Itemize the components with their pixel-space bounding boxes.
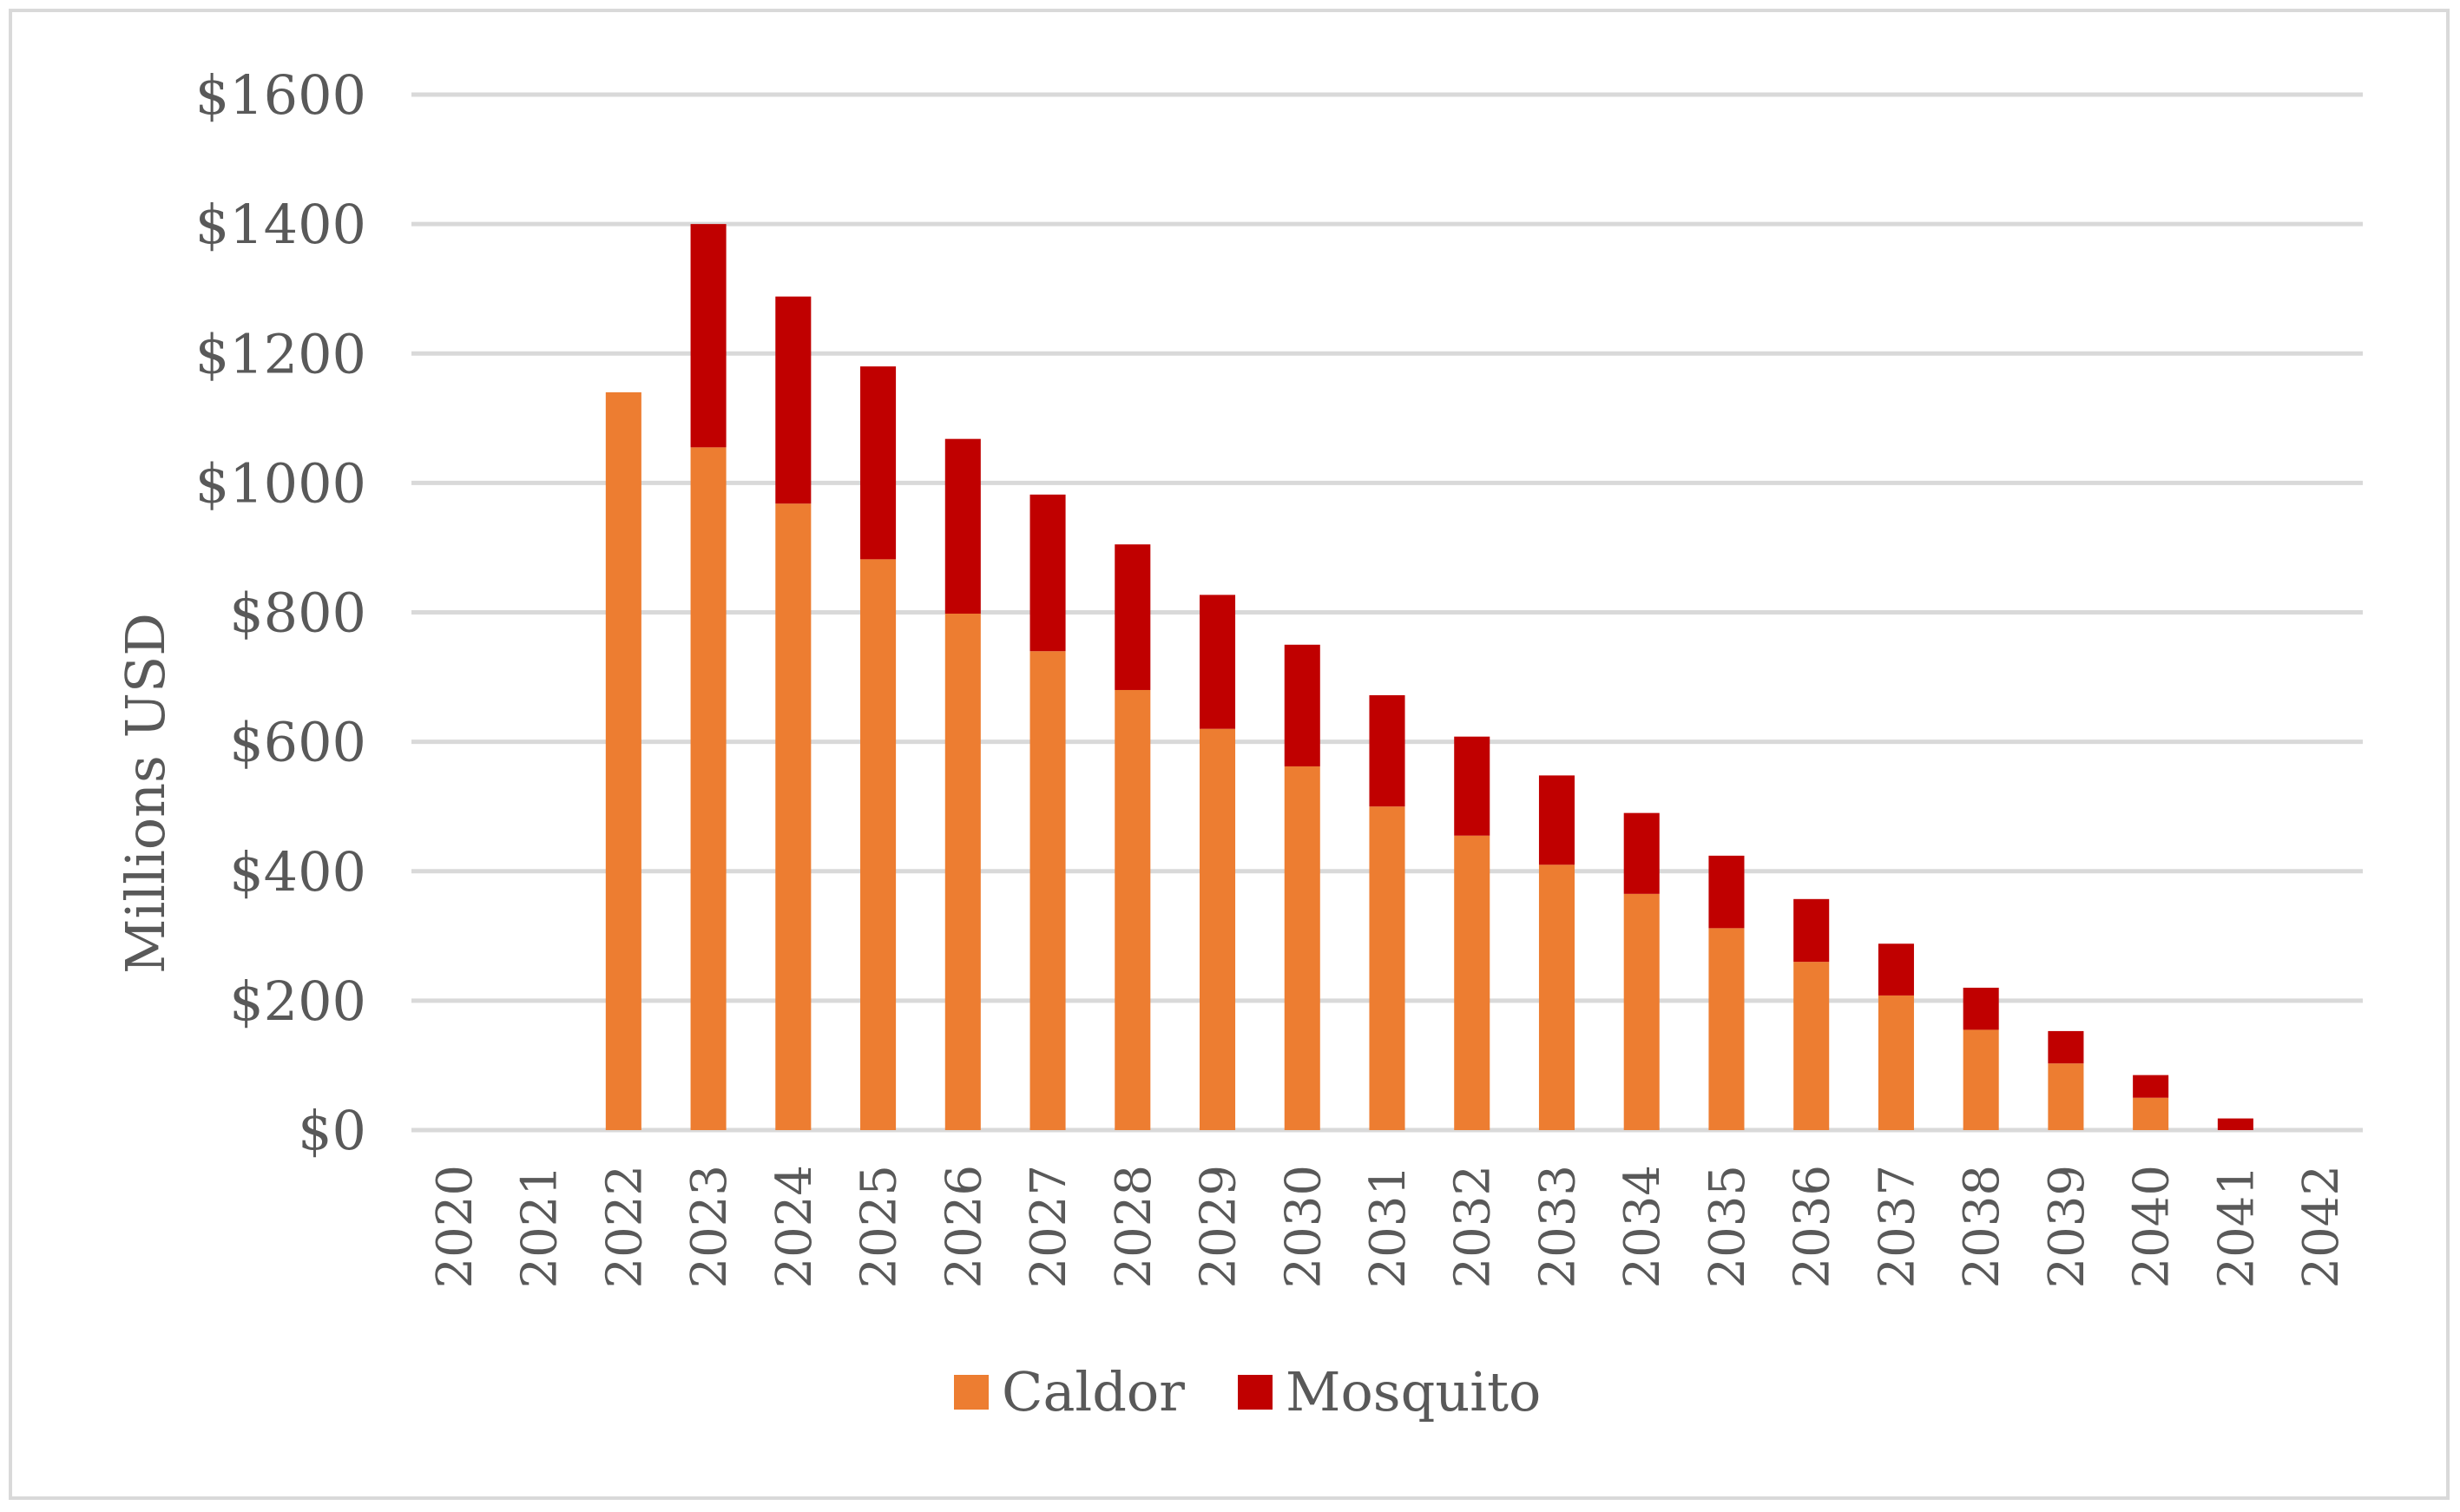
bar-mosquito-2037 (1878, 943, 1914, 996)
stacked-bar-chart: $0 $200 $400 $600 $800 $1000 $1200 $1400 $1600 2… (114, 63, 2363, 1423)
bar-mosquito-2028 (1115, 544, 1151, 690)
x-tick-label: 2039 (2039, 1165, 2095, 1289)
bar-caldor-2024 (775, 503, 812, 1130)
bars (605, 224, 2253, 1130)
y-tick-label: $0 (298, 1099, 366, 1162)
bar-mosquito-2034 (1623, 812, 1660, 894)
bar-caldor-2029 (1199, 728, 1236, 1130)
bar-caldor-2040 (2133, 1097, 2169, 1130)
x-tick-label: 2033 (1529, 1165, 1586, 1289)
x-tick-label: 2025 (852, 1165, 908, 1289)
bar-caldor-2038 (1963, 1029, 1999, 1130)
x-tick-label: 2037 (1869, 1165, 1925, 1289)
x-tick-label: 2040 (2124, 1165, 2180, 1289)
x-tick-label: 2030 (1275, 1165, 1332, 1289)
bar-caldor-2022 (605, 391, 641, 1130)
x-tick-label: 2034 (1615, 1165, 1671, 1289)
bar-mosquito-2026 (944, 438, 981, 614)
bar-mosquito-2023 (690, 224, 727, 448)
x-tick-label: 2038 (1954, 1165, 2010, 1289)
x-tick-label: 2026 (936, 1165, 992, 1289)
bar-caldor-2031 (1369, 806, 1405, 1130)
y-tick-label: $800 (229, 582, 366, 645)
legend-label-caldor: Caldor (1002, 1360, 1185, 1423)
bar-mosquito-2040 (2133, 1075, 2169, 1098)
x-tick-label: 2032 (1445, 1165, 1502, 1289)
x-tick-label: 2031 (1360, 1165, 1417, 1289)
x-tick-label: 2036 (1785, 1165, 1841, 1289)
bar-mosquito-2035 (1708, 855, 1745, 929)
bar-caldor-2037 (1878, 995, 1914, 1130)
x-tick-label: 2041 (2208, 1165, 2265, 1289)
x-axis-ticks: 2020 2021 2022 2023 2024 2025 2026 2027 2028 2029… (427, 1165, 2350, 1289)
y-tick-label: $1200 (195, 322, 366, 385)
bar-mosquito-2032 (1454, 736, 1490, 836)
bar-mosquito-2030 (1284, 644, 1320, 766)
x-tick-label: 2029 (1191, 1165, 1247, 1289)
bar-mosquito-2039 (2048, 1030, 2084, 1064)
x-tick-label: 2021 (512, 1165, 569, 1289)
chart-frame: $0 $200 $400 $600 $800 $1000 $1200 $1400 $1600 2… (9, 9, 2450, 1500)
y-tick-label: $200 (229, 970, 366, 1033)
y-tick-label: $400 (229, 840, 366, 904)
bar-caldor-2023 (690, 447, 727, 1130)
bar-caldor-2034 (1623, 893, 1660, 1130)
y-axis-ticks: $0 $200 $400 $600 $800 $1000 $1200 $1400 $1600 (195, 63, 366, 1162)
legend: Caldor Mosquito (954, 1360, 1541, 1423)
bar-caldor-2026 (944, 613, 981, 1130)
legend-swatch-mosquito (1238, 1375, 1273, 1410)
bar-caldor-2025 (860, 559, 897, 1130)
x-tick-label: 2020 (427, 1165, 483, 1289)
bar-mosquito-2024 (775, 296, 812, 504)
x-tick-label: 2023 (681, 1165, 738, 1289)
x-tick-label: 2024 (766, 1165, 823, 1289)
bar-caldor-2030 (1284, 766, 1320, 1130)
bar-mosquito-2038 (1963, 987, 1999, 1030)
bar-mosquito-2025 (860, 366, 897, 560)
x-tick-label: 2028 (1106, 1165, 1162, 1289)
bar-caldor-2027 (1029, 651, 1066, 1130)
y-tick-label: $1400 (195, 193, 366, 256)
bar-mosquito-2036 (1793, 898, 1830, 963)
y-tick-label: $1600 (195, 63, 366, 127)
bar-caldor-2028 (1115, 689, 1151, 1130)
bar-mosquito-2029 (1199, 595, 1236, 729)
x-tick-label: 2027 (1021, 1165, 1077, 1289)
legend-swatch-caldor (954, 1375, 989, 1410)
x-tick-label: 2035 (1700, 1165, 1756, 1289)
bar-caldor-2035 (1708, 928, 1745, 1130)
bar-caldor-2032 (1454, 835, 1490, 1130)
bar-caldor-2039 (2048, 1063, 2084, 1130)
x-tick-label: 2042 (2293, 1165, 2350, 1289)
bar-caldor-2033 (1538, 864, 1575, 1130)
y-tick-label: $600 (229, 711, 366, 774)
legend-label-mosquito: Mosquito (1286, 1360, 1541, 1423)
bar-mosquito-2033 (1538, 775, 1575, 865)
y-axis-title: Millions USD (114, 613, 177, 974)
bar-caldor-2036 (1793, 962, 1830, 1130)
bar-mosquito-2031 (1369, 694, 1405, 807)
y-tick-label: $1000 (195, 451, 366, 515)
x-tick-label: 2022 (596, 1165, 653, 1289)
bar-mosquito-2027 (1029, 494, 1066, 652)
gridlines (411, 92, 2363, 1133)
bar-mosquito-2041 (2217, 1118, 2253, 1130)
